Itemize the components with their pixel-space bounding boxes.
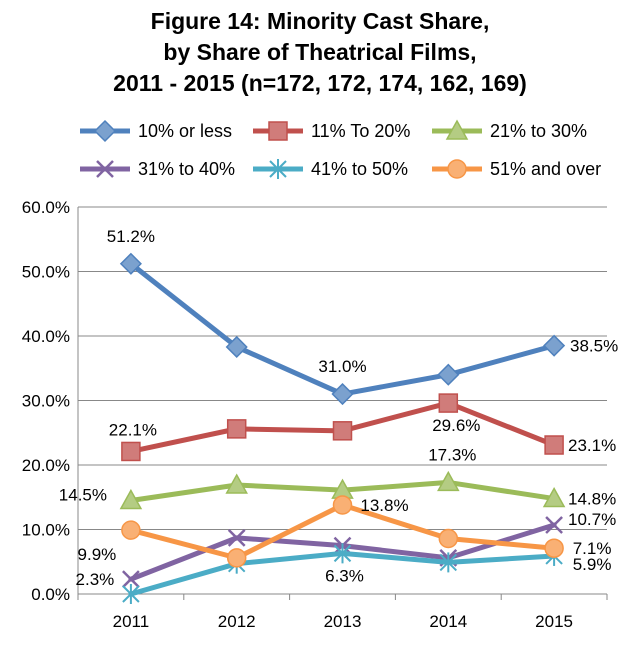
- legend-marker: [268, 121, 288, 141]
- legend-marker: [93, 119, 117, 143]
- legend-label: 11% To 20%: [311, 121, 410, 141]
- data-point: [333, 543, 352, 564]
- data-point: [543, 334, 566, 357]
- chart-title-line-1: Figure 14: Minority Cast Share,: [150, 8, 490, 34]
- data-point: [121, 441, 141, 462]
- chart-title-line-2: by Share of Theatrical Films,: [163, 39, 477, 65]
- legend-entry-3: 21% to 30%: [432, 119, 587, 141]
- legend-label: 31% to 40%: [138, 159, 235, 179]
- data-label: 14.8%: [568, 490, 616, 509]
- data-point: [119, 252, 142, 275]
- data-point: [438, 528, 459, 549]
- chart-title-line-3: 2011 - 2015 (n=172, 172, 174, 162, 169): [113, 70, 527, 96]
- legend-marker: [96, 160, 114, 178]
- data-point: [437, 470, 460, 492]
- x-tick-label: 2013: [324, 612, 362, 631]
- data-label: 13.8%: [360, 496, 408, 515]
- chart-title: Figure 14: Minority Cast Share, by Share…: [0, 6, 640, 99]
- data-label: 31.0%: [318, 357, 366, 376]
- series-2: 22.1% 29.6% 23.1%: [109, 393, 616, 462]
- legend-label: 41% to 50%: [311, 159, 408, 179]
- legend-label: 51% and over: [490, 159, 601, 179]
- data-point: [545, 516, 563, 534]
- data-label: 29.6%: [432, 416, 480, 435]
- data-point: [331, 382, 354, 406]
- y-tick-label: 60.0%: [22, 198, 70, 217]
- data-point: [122, 570, 140, 589]
- data-label: 38.5%: [570, 337, 618, 356]
- y-tick-label: 30.0%: [22, 392, 70, 411]
- data-label: 10.7%: [568, 510, 616, 529]
- legend-entry-4: 31% to 40%: [80, 159, 235, 179]
- y-tick-label: 40.0%: [22, 327, 70, 346]
- series-5: 6.3% 5.9%: [122, 543, 612, 604]
- legend-entry-2: 11% To 20%: [253, 121, 410, 141]
- data-label: 14.5%: [59, 485, 107, 504]
- x-tick-label: 2012: [218, 612, 256, 631]
- data-point: [544, 538, 564, 558]
- data-point: [542, 486, 566, 508]
- y-tick-label: 20.0%: [22, 456, 70, 475]
- legend-entry-5: 41% to 50%: [253, 159, 408, 179]
- data-label: 17.3%: [428, 445, 476, 464]
- data-label: 9.9%: [78, 545, 117, 564]
- data-point: [227, 529, 246, 547]
- legend-marker: [445, 119, 469, 140]
- legend-entry-6: 51% and over: [432, 159, 601, 179]
- x-tick-label: 2014: [429, 612, 467, 631]
- data-point: [226, 419, 247, 439]
- data-label: 7.1%: [573, 539, 612, 558]
- data-point: [225, 473, 248, 494]
- data-point: [226, 548, 247, 568]
- x-tick-label: 2011: [113, 612, 150, 631]
- data-label: 22.1%: [109, 420, 157, 439]
- data-point: [438, 393, 459, 413]
- data-label: 2.3%: [76, 570, 115, 589]
- data-label: 51.2%: [107, 227, 155, 246]
- y-tick-label: 0.0%: [31, 585, 70, 604]
- series-6: 9.9% 13.8% 7.1%: [78, 495, 612, 568]
- legend-label: 10% or less: [138, 121, 232, 141]
- data-label: 6.3%: [325, 566, 364, 585]
- data-label: 23.1%: [568, 436, 616, 455]
- series-3: 14.5% 17.3% 14.8%: [59, 445, 616, 510]
- series-1: 51.2% 31.0% 38.5%: [107, 227, 618, 406]
- data-point: [437, 363, 460, 386]
- data-point: [332, 495, 353, 515]
- data-label: 5.9%: [573, 555, 612, 574]
- data-point: [332, 421, 353, 441]
- y-tick-label: 50.0%: [22, 263, 70, 282]
- data-point: [544, 435, 564, 455]
- legend-label: 21% to 30%: [490, 121, 587, 141]
- data-point: [225, 335, 248, 359]
- data-point: [119, 488, 143, 510]
- data-point: [122, 584, 140, 604]
- legend-marker: [447, 159, 467, 179]
- data-point: [439, 552, 458, 573]
- legend-marker: [269, 159, 287, 179]
- x-tick-label: 2015: [535, 612, 573, 631]
- legend-entry-1: 10% or less: [80, 119, 232, 143]
- y-tick-label: 10.0%: [22, 521, 70, 540]
- data-point: [121, 520, 141, 540]
